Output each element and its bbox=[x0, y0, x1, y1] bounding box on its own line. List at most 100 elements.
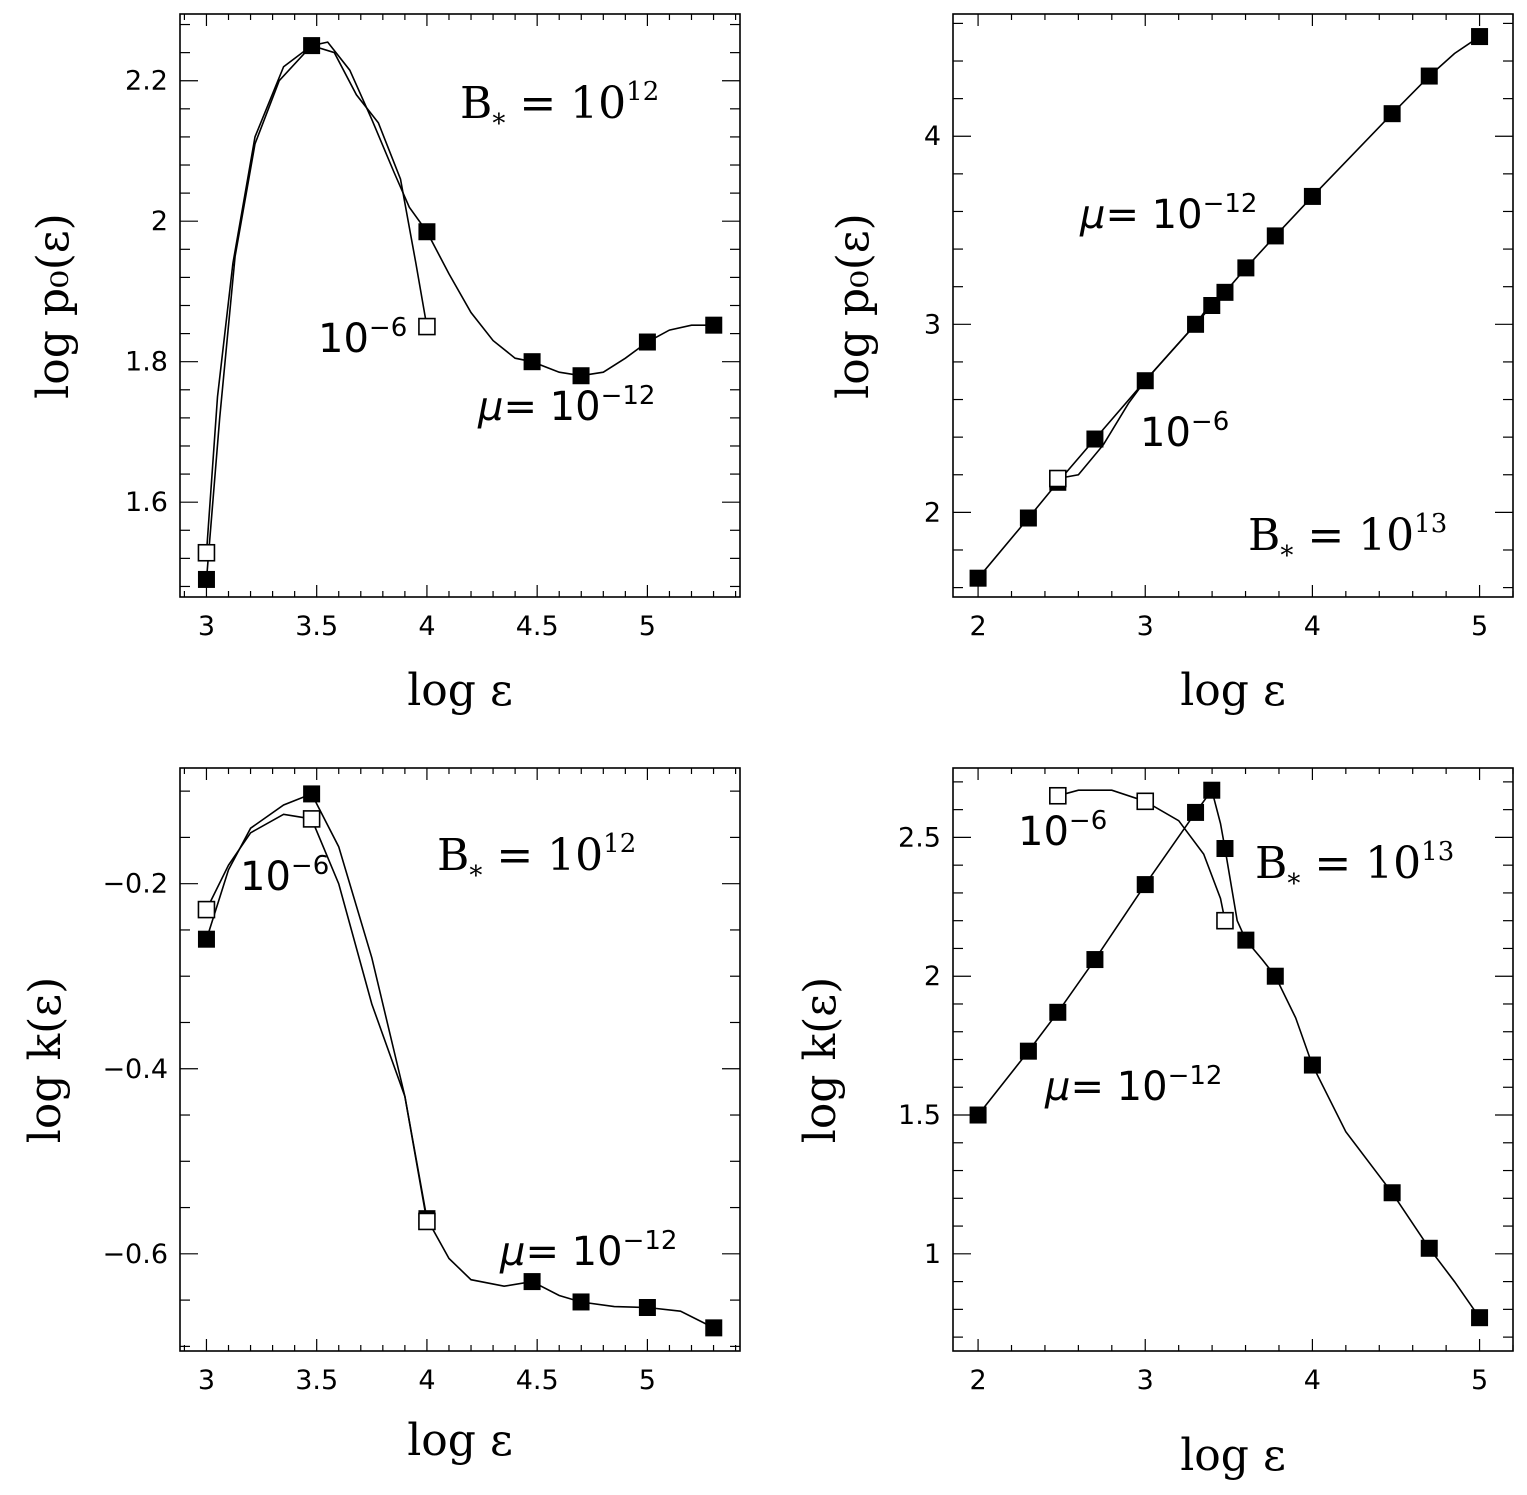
y-tick-label: −0.4 bbox=[102, 1054, 168, 1085]
y-tick-label: 2.5 bbox=[898, 822, 941, 853]
data-point-open bbox=[1049, 786, 1067, 805]
b-exponent: 13 bbox=[1421, 837, 1454, 867]
b-subscript: * bbox=[1287, 869, 1300, 899]
alt-base: 10 bbox=[1140, 410, 1191, 456]
series-markers bbox=[197, 785, 723, 1337]
plot-frame bbox=[952, 13, 1514, 598]
series-curve-10e-6 bbox=[205, 44, 428, 553]
alt-exponent: −6 bbox=[1069, 806, 1107, 836]
x-tick-label: 3.5 bbox=[295, 611, 338, 642]
data-point-filled bbox=[523, 353, 541, 371]
mu-annotation: μ= 10−12 bbox=[1079, 189, 1257, 238]
x-tick-label: 3.5 bbox=[295, 1365, 338, 1396]
y-tick-label: 2 bbox=[151, 206, 168, 237]
data-point-open bbox=[1049, 469, 1067, 488]
x-tick-label: 5 bbox=[639, 1365, 656, 1396]
y-axis-title: log p₀(ε) bbox=[28, 213, 79, 399]
data-point-open bbox=[1216, 911, 1234, 930]
mu-equals: = 10 bbox=[1070, 1064, 1167, 1110]
x-tick-label: 3 bbox=[1137, 1365, 1154, 1396]
x-tick-label: 3 bbox=[198, 611, 215, 642]
data-point-open bbox=[418, 1212, 436, 1231]
x-tick-label: 5 bbox=[639, 611, 656, 642]
alt-base: 10 bbox=[240, 854, 291, 900]
b-equals: = 10 bbox=[505, 78, 626, 129]
tick-marks bbox=[180, 768, 740, 1351]
data-point-filled bbox=[1136, 372, 1154, 390]
alt-mu-annotation: 10−6 bbox=[240, 851, 329, 900]
panel-bottom-right-k-b13: 2 3 4 511.522.5 log ε log k(ε) B* = 1013 μ=… bbox=[795, 767, 1514, 1481]
x-tick-label: 4 bbox=[418, 1365, 435, 1396]
x-tick-label: 2 bbox=[969, 611, 986, 642]
mu-exponent: −12 bbox=[1168, 1061, 1223, 1091]
data-point-filled bbox=[1471, 1309, 1489, 1327]
plot-frame bbox=[179, 767, 741, 1352]
data-point-filled bbox=[705, 316, 723, 334]
x-axis-title: log ε bbox=[1180, 1430, 1286, 1481]
mu-symbol: μ bbox=[1079, 192, 1105, 238]
x-tick-label: 3 bbox=[198, 1365, 215, 1396]
series-markers bbox=[969, 781, 1489, 1327]
data-point-filled bbox=[1136, 876, 1154, 894]
series-curves bbox=[977, 35, 1481, 579]
data-point-filled bbox=[1203, 297, 1221, 314]
data-point-filled bbox=[418, 223, 436, 241]
series-markers bbox=[969, 28, 1489, 587]
series-curves bbox=[205, 41, 714, 580]
data-point-filled bbox=[1086, 430, 1104, 448]
panel-bottom-left-k-b12: 3 3.5 4 4.5 5 −0.6 −0.4 −0.2 log ε log k(ε) B* … bbox=[20, 767, 741, 1466]
data-point-filled bbox=[1216, 840, 1234, 858]
data-point-filled bbox=[969, 1106, 987, 1124]
tick-marks bbox=[180, 14, 740, 597]
alt-exponent: −6 bbox=[1191, 407, 1229, 437]
data-point-filled bbox=[197, 570, 215, 588]
alt-base: 10 bbox=[1018, 809, 1069, 855]
mu-equals: = 10 bbox=[525, 1229, 622, 1275]
b-subscript: * bbox=[469, 861, 482, 891]
b-field-annotation: B* = 1012 bbox=[437, 829, 636, 891]
x-tick-label: 4 bbox=[1304, 611, 1321, 642]
mu-exponent: −12 bbox=[1203, 189, 1258, 219]
y-tick-label: 2 bbox=[924, 961, 941, 992]
b-equals: = 10 bbox=[1293, 510, 1414, 561]
x-tick-label: 5 bbox=[1471, 611, 1488, 642]
x-tick-label: 4.5 bbox=[516, 611, 559, 642]
y-tick-label: 1 bbox=[924, 1239, 941, 1270]
y-axis-title: log k(ε) bbox=[20, 977, 71, 1144]
b-letter: B bbox=[1248, 510, 1280, 561]
b-letter: B bbox=[1255, 838, 1287, 889]
x-tick-label: 2 bbox=[969, 1365, 986, 1396]
y-tick-label: 1.5 bbox=[898, 1100, 941, 1131]
data-point-filled bbox=[705, 1319, 723, 1337]
mu-exponent: −12 bbox=[623, 1226, 678, 1256]
b-field-annotation: B* = 1012 bbox=[460, 77, 659, 139]
mu-symbol: μ bbox=[477, 384, 503, 430]
x-axis-title: log ε bbox=[407, 665, 513, 716]
series-markers bbox=[197, 37, 723, 588]
mu-annotation: μ= 10−12 bbox=[477, 381, 655, 430]
tick-marks bbox=[953, 768, 1514, 1351]
x-tick-label: 3 bbox=[1137, 611, 1154, 642]
mu-annotation: μ= 10−12 bbox=[499, 1226, 677, 1275]
data-point-filled bbox=[1187, 315, 1205, 333]
data-point-filled bbox=[1216, 283, 1234, 301]
data-point-filled bbox=[1237, 259, 1255, 277]
mu-symbol: μ bbox=[499, 1229, 525, 1275]
data-point-open bbox=[1136, 792, 1155, 811]
data-point-filled bbox=[1383, 1184, 1401, 1202]
series-curves bbox=[977, 788, 1481, 1319]
data-point-open bbox=[418, 317, 436, 336]
series-curve-10e-12 bbox=[205, 792, 715, 1329]
x-tick-label: 4 bbox=[418, 611, 435, 642]
series-curve-10e-12 bbox=[977, 35, 1481, 579]
y-tick-label: 1.6 bbox=[125, 487, 168, 518]
y-tick-label: 2 bbox=[924, 497, 941, 528]
alt-exponent: −6 bbox=[369, 313, 407, 343]
y-tick-label: 4 bbox=[924, 121, 941, 152]
tick-marks bbox=[953, 14, 1514, 597]
b-subscript: * bbox=[492, 109, 505, 139]
data-point-filled bbox=[1187, 803, 1205, 821]
data-point-filled bbox=[1203, 781, 1221, 799]
